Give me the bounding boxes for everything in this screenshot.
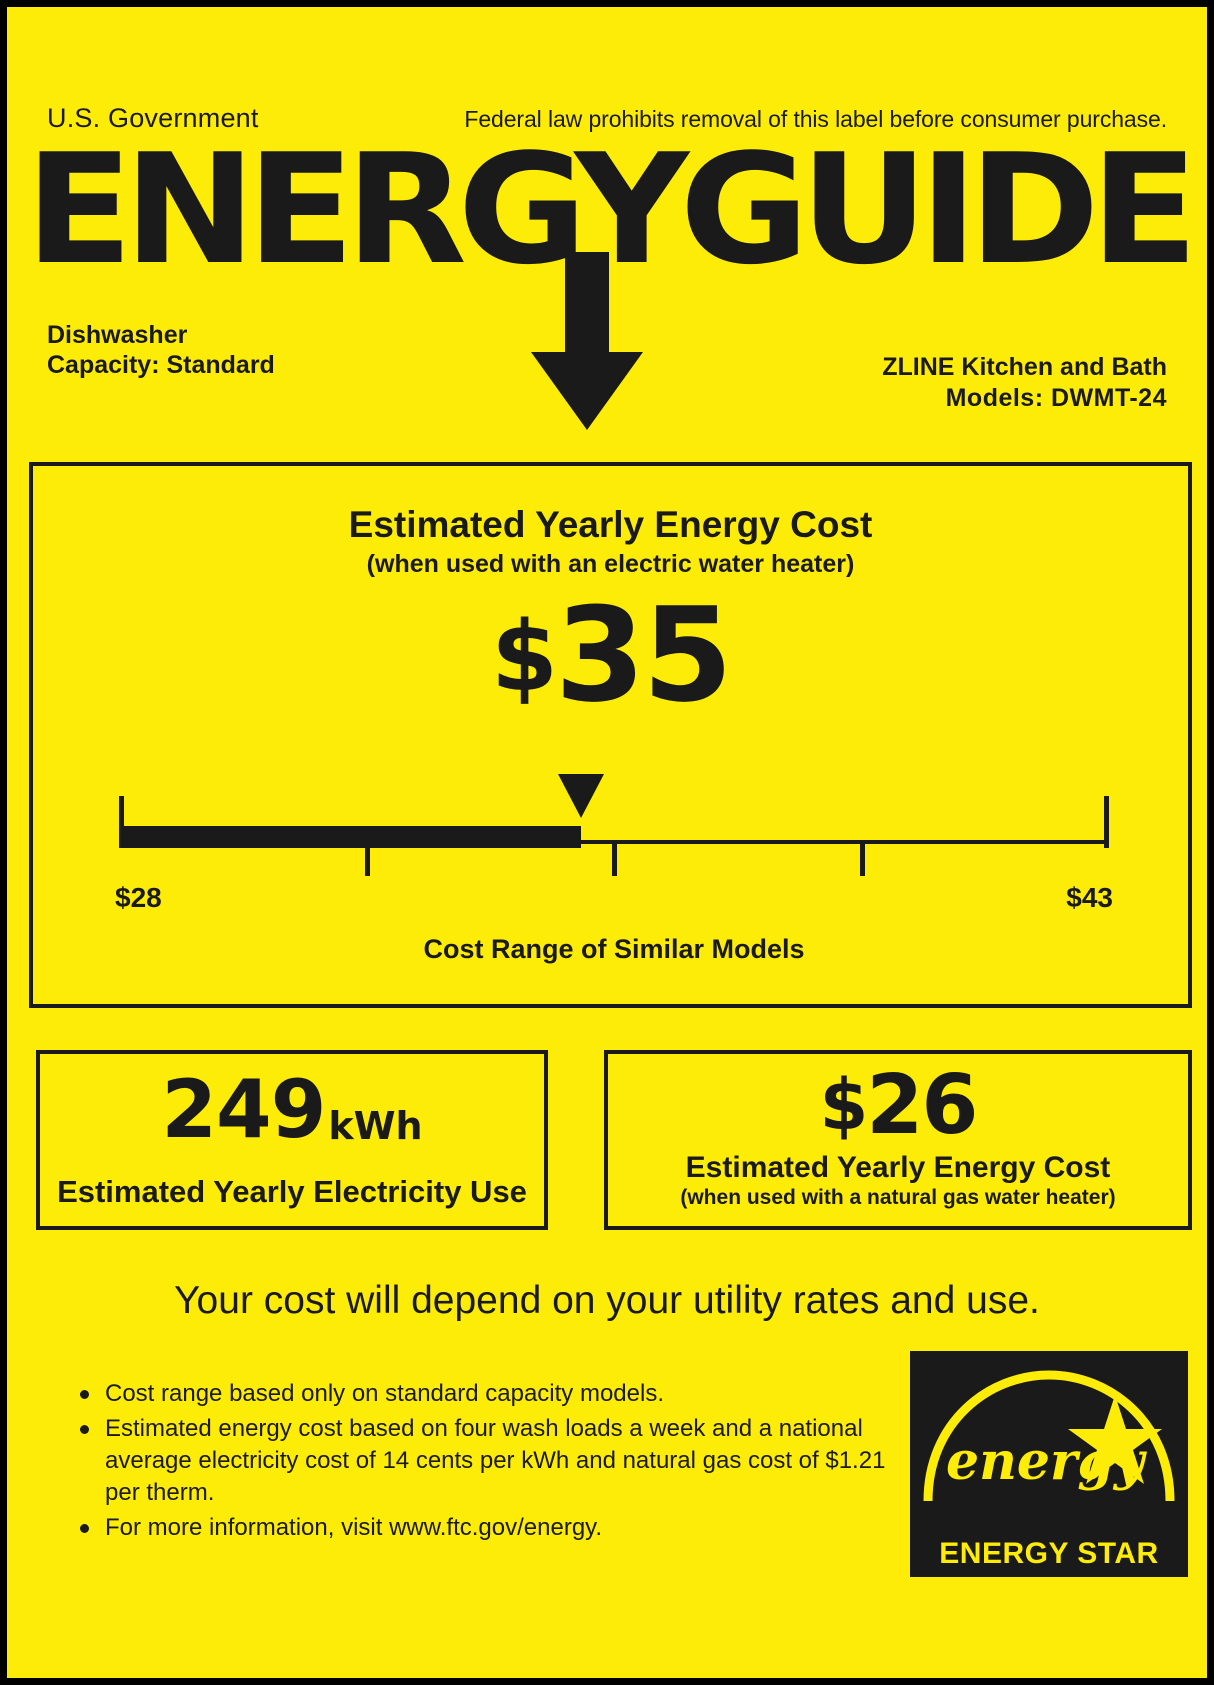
label-header: U.S. Government Federal law prohibits re… [47, 103, 1167, 134]
footnote-item: Estimated energy cost based on four wash… [77, 1413, 887, 1509]
electricity-value: 249kWh [40, 1068, 544, 1168]
gas-cost-number: 26 [866, 1058, 978, 1153]
electricity-unit: kWh [328, 1104, 423, 1148]
scale-tick [612, 844, 617, 876]
model-numbers: Models: DWMT-24 [945, 384, 1167, 412]
dollar-sign: $ [819, 1064, 869, 1146]
cost-range-scale: $28 $43 Cost Range of Similar Models [115, 774, 1113, 964]
scale-max-label: $43 [1066, 882, 1113, 913]
product-capacity: Capacity: Standard [47, 351, 275, 379]
federal-law-notice: Federal law prohibits removal of this la… [464, 106, 1167, 132]
scale-filled-bar [119, 826, 582, 848]
energy-star-label: ENERGY STAR [939, 1537, 1159, 1570]
cost-position-marker [558, 774, 605, 818]
product-info: Dishwasher Capacity: Standard [47, 320, 275, 380]
scale-right-cap [1104, 796, 1109, 848]
estimated-yearly-energy-cost-box: Estimated Yearly Energy Cost (when used … [29, 462, 1192, 1008]
manufacturer-name: ZLINE Kitchen and Bath [882, 353, 1167, 381]
energy-star-logo: energy ENERGY STAR [910, 1351, 1188, 1577]
down-arrow-head-icon [531, 352, 643, 430]
scale-axis-line [119, 840, 1109, 844]
gas-cost-subtitle: (when used with a natural gas water heat… [680, 1186, 1116, 1209]
us-government-text: U.S. Government [47, 103, 259, 133]
dollar-sign: $ [491, 601, 558, 713]
gas-cost-caption: Estimated Yearly Energy Cost [685, 1151, 1111, 1184]
energyguide-wordmark: ENERGYGUIDE [25, 121, 1198, 298]
scale-tick [364, 844, 370, 876]
electricity-number: 249 [161, 1063, 326, 1156]
footnote-item: For more information, visit www.ftc.gov/… [77, 1512, 887, 1544]
gas-water-heater-cost-box: $26 Estimated Yearly Energy Cost (when u… [604, 1050, 1192, 1230]
cost-disclaimer-tagline: Your cost will depend on your utility ra… [174, 1279, 1040, 1322]
cost-box-subtitle: (when used with an electric water heater… [366, 550, 855, 578]
energy-star-mark-icon: energy [923, 1370, 1175, 1502]
cost-number: 35 [554, 579, 733, 731]
footnote-list: Cost range based only on standard capaci… [77, 1378, 887, 1547]
scale-min-label: $28 [115, 882, 162, 913]
scale-tick [859, 844, 865, 876]
footnote-item: Cost range based only on standard capaci… [77, 1378, 887, 1410]
energy-script-text: energy [946, 1431, 1148, 1492]
down-arrow-icon [565, 252, 609, 362]
scale-left-cap [119, 796, 124, 848]
cost-box-title: Estimated Yearly Energy Cost [348, 504, 873, 545]
primary-cost-amount: $35 [33, 590, 1188, 720]
manufacturer-info: ZLINE Kitchen and Bath Models: DWMT-24 [882, 352, 1167, 414]
yearly-electricity-use-box: 249kWh Estimated Yearly Electricity Use [36, 1050, 548, 1230]
electricity-caption: Estimated Yearly Electricity Use [57, 1174, 527, 1209]
cost-range-caption: Cost Range of Similar Models [423, 934, 805, 964]
product-type: Dishwasher [47, 321, 188, 349]
gas-cost-amount: $26 [608, 1062, 1188, 1149]
